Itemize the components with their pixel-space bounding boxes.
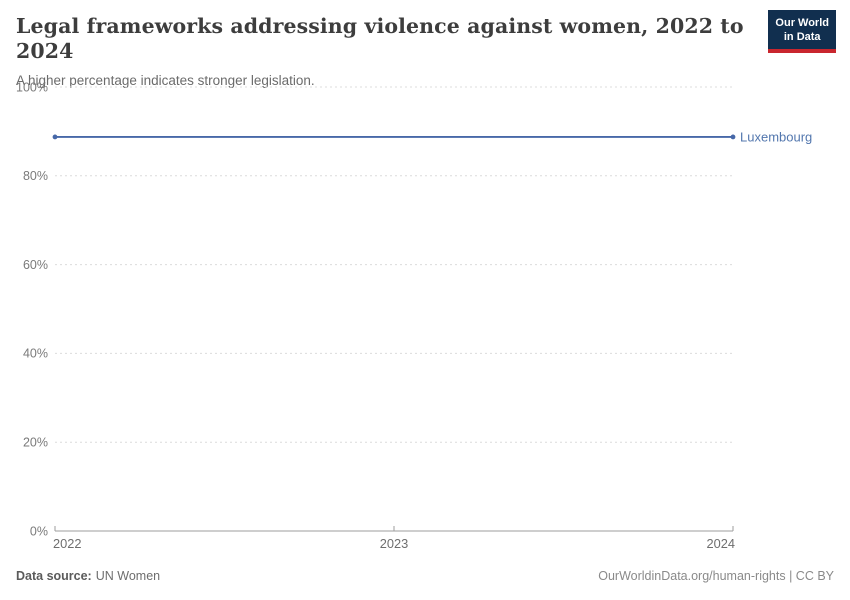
y-tick-label: 100% — [16, 80, 48, 94]
license-link[interactable]: OurWorldinData.org/human-rights | CC BY — [598, 569, 834, 583]
owid-logo-line2: in Data — [783, 31, 821, 44]
series-label[interactable]: Luxembourg — [740, 129, 812, 144]
data-source-value: UN Women — [95, 569, 161, 583]
owid-logo-line1: Our World — [775, 17, 829, 29]
x-tick-label: 2023 — [380, 536, 408, 551]
owid-logo[interactable]: Our World in Data — [768, 10, 836, 53]
series-start-dot[interactable] — [52, 134, 58, 140]
y-tick-label: 40% — [23, 347, 48, 361]
data-source-label: Data source: — [16, 569, 92, 583]
data-source: Data source: UN Women — [16, 569, 160, 583]
y-tick-label: 80% — [23, 169, 48, 183]
x-tick-label: 2022 — [53, 536, 81, 551]
chart-subtitle: A higher percentage indicates stronger l… — [16, 73, 315, 89]
chart-footer: Data source: UN Women OurWorldinData.org/… — [16, 569, 834, 583]
chart-header: Legal frameworks addressing violence aga… — [16, 14, 750, 90]
y-tick-label: 0% — [30, 524, 48, 538]
chart-title: Legal frameworks addressing violence aga… — [16, 14, 744, 63]
y-tick-label: 20% — [23, 436, 48, 450]
series-end-dot[interactable] — [730, 134, 736, 140]
x-tick-label: 2024 — [707, 536, 735, 551]
y-tick-label: 60% — [23, 258, 48, 272]
